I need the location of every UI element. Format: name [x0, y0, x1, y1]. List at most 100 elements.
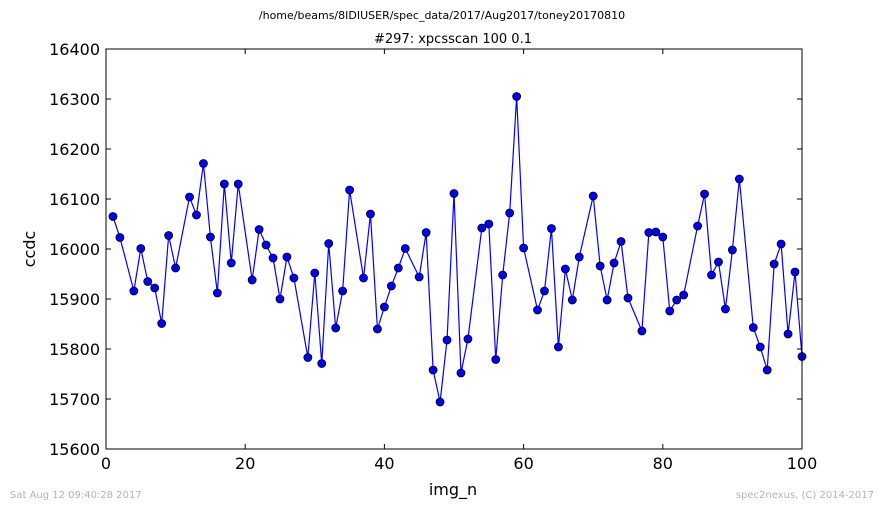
- plot-area: [106, 49, 802, 449]
- data-point: [560, 264, 570, 274]
- data-point: [108, 212, 118, 221]
- data-point: [623, 293, 633, 303]
- data-point: [714, 257, 723, 267]
- y-tick-label: 15600: [49, 440, 100, 459]
- data-point: [421, 228, 431, 237]
- x-tick-label: 80: [653, 454, 673, 473]
- axis-ticks: 0 20 40 60 80 100 15600 15700 15800 15900 16000 161…: [49, 40, 817, 473]
- y-tick-label: 16100: [49, 190, 100, 209]
- data-point: [129, 286, 139, 296]
- data-point: [637, 326, 647, 336]
- data-point: [289, 273, 299, 283]
- data-point: [247, 275, 257, 285]
- data-point: [755, 342, 765, 352]
- x-tick-label: 0: [101, 454, 111, 473]
- data-point: [199, 159, 208, 168]
- y-tick-label: 15800: [49, 340, 100, 359]
- data-point: [435, 397, 445, 407]
- y-tick-label: 16400: [49, 40, 100, 59]
- y-tick-label: 16300: [49, 90, 100, 109]
- data-point: [331, 323, 341, 333]
- data-point: [672, 295, 682, 305]
- data-point: [136, 244, 146, 253]
- data-point: [776, 239, 786, 249]
- x-tick-label: 100: [787, 454, 818, 473]
- data-point: [519, 243, 528, 253]
- data-point: [679, 290, 689, 300]
- data-point: [665, 306, 675, 316]
- data-point: [379, 302, 389, 312]
- x-tick-label: 20: [235, 454, 255, 473]
- data-point: [734, 174, 744, 184]
- data-point: [463, 334, 473, 344]
- x-tick-label: 40: [374, 454, 394, 473]
- data-point: [477, 223, 487, 233]
- x-axis-label: img_n: [429, 480, 477, 500]
- data-point: [268, 253, 278, 263]
- data-point: [567, 295, 577, 305]
- series-line: [112, 96, 803, 403]
- data-point: [658, 232, 668, 242]
- data-point: [498, 270, 508, 280]
- data-point: [728, 245, 737, 255]
- data-point: [762, 365, 772, 375]
- data-point: [254, 225, 264, 234]
- data-point: [359, 273, 368, 283]
- data-point: [143, 277, 153, 286]
- data-point: [547, 224, 556, 233]
- data-point: [616, 237, 626, 246]
- data-point: [393, 263, 403, 273]
- data-point: [414, 272, 424, 282]
- data-point: [205, 232, 215, 242]
- x-tick-label: 60: [513, 454, 533, 473]
- data-point: [310, 268, 320, 278]
- data-point: [700, 189, 709, 199]
- plot-frame: [105, 48, 803, 450]
- data-point: [748, 323, 758, 332]
- data-point: [150, 283, 160, 293]
- data-point: [491, 355, 501, 364]
- data-point: [157, 319, 167, 328]
- data-point: [442, 335, 452, 345]
- footer-credit: spec2nexus, (C) 2014-2017: [736, 490, 874, 501]
- data-point: [609, 258, 619, 268]
- data-point: [533, 305, 542, 315]
- data-point: [651, 227, 661, 237]
- data-point: [484, 219, 494, 229]
- y-tick-label: 16000: [49, 240, 100, 259]
- data-point: [707, 270, 716, 280]
- data-point: [324, 239, 334, 248]
- data-point: [219, 179, 229, 189]
- data-point: [303, 353, 313, 362]
- y-tick-label: 16200: [49, 140, 100, 159]
- plot-background: [106, 49, 802, 449]
- data-point: [275, 294, 285, 304]
- data-point: [233, 179, 243, 189]
- data-point: [512, 92, 522, 101]
- data-point: [345, 185, 355, 195]
- data-point: [212, 288, 222, 298]
- data-series: [108, 92, 807, 407]
- data-point: [400, 244, 410, 253]
- data-point: [602, 295, 612, 305]
- data-point: [769, 259, 779, 269]
- data-point: [373, 324, 382, 334]
- data-point: [783, 329, 793, 339]
- data-point: [226, 258, 236, 268]
- data-point: [282, 252, 292, 262]
- data-point: [456, 368, 466, 378]
- footer-timestamp: Sat Aug 12 09:40:28 2017: [10, 490, 142, 501]
- y-tick-label: 15700: [49, 390, 100, 409]
- data-point: [171, 263, 181, 273]
- axes-frame: [105, 48, 803, 450]
- data-point: [721, 304, 730, 314]
- data-point: [790, 267, 800, 277]
- data-point: [115, 233, 125, 242]
- data-point: [540, 286, 549, 296]
- data-point: [261, 240, 271, 250]
- data-point: [554, 342, 563, 352]
- y-axis-label: ccdc: [20, 231, 39, 268]
- data-point: [338, 286, 348, 296]
- chart-title: #297: xpcsscan 100 0.1: [374, 32, 532, 47]
